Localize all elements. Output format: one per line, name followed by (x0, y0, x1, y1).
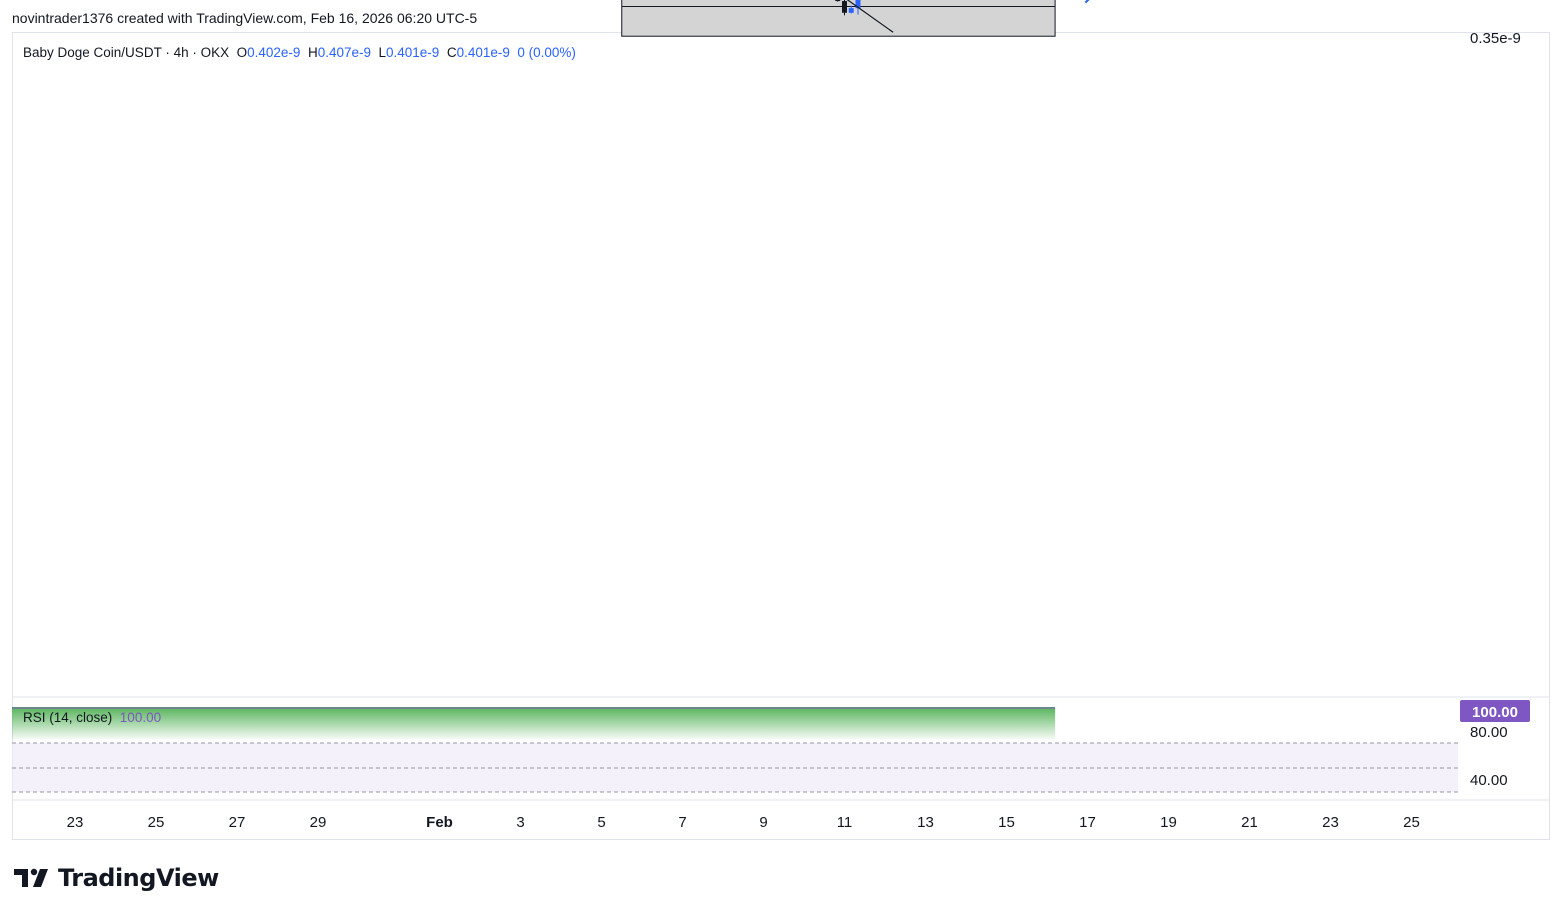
tradingview-logo-text: TradingView (58, 864, 219, 892)
attribution-header: novintrader1376 created with TradingView… (12, 10, 478, 26)
rsi-value-badge-label: 100.00 (1472, 704, 1518, 721)
change-value: 0 (0.00%) (517, 45, 576, 60)
low-value: 0.401e-9 (386, 45, 440, 60)
time-axis-label: 17 (1079, 814, 1096, 831)
close-label: C (446, 45, 457, 60)
high-value: 0.407e-9 (317, 45, 371, 60)
time-axis-label: 15 (998, 814, 1015, 831)
time-axis-label: 23 (67, 814, 84, 831)
close-value: 0.401e-9 (456, 45, 510, 60)
rsi-value-badge (1460, 700, 1530, 722)
rsi-level-label: 40.00 (1470, 772, 1508, 789)
time-axis-label: 23 (1322, 814, 1339, 831)
time-axis-label: 7 (678, 814, 686, 831)
time-axis-label: 5 (597, 814, 605, 831)
open-label: O (236, 45, 248, 60)
candle-down (842, 1, 847, 13)
low-label: L (378, 45, 387, 60)
time-axis-label: 21 (1241, 814, 1258, 831)
time-axis-label: 13 (917, 814, 934, 831)
time-axis-label: 25 (1403, 814, 1420, 831)
time-axis-label: 29 (310, 814, 327, 831)
rsi-overbought-fill (12, 707, 1056, 741)
tradingview-logo-icon (14, 868, 48, 887)
time-axis-label: 19 (1160, 814, 1177, 831)
support-zone (621, 0, 1056, 37)
rsi-legend[interactable]: RSI (14, close) 100.00 (23, 710, 161, 725)
minor-trendline (846, 0, 894, 33)
tradingview-logo[interactable]: TradingView (14, 864, 219, 892)
symbol-name: Baby Doge Coin/USDT · 4h · OKX (23, 45, 230, 60)
time-axis-label: 25 (148, 814, 165, 831)
high-label: H (307, 45, 318, 60)
rsi-value: 100.00 (119, 710, 162, 725)
price-axis-label: 0.35e-9 (1470, 30, 1521, 47)
rsi-label: RSI (14, close) (23, 710, 113, 725)
time-axis-label: 9 (759, 814, 767, 831)
candle-up (848, 8, 854, 13)
open-value: 0.402e-9 (247, 45, 301, 60)
price-callout-3[interactable]: 0.368e-9 (1084, 0, 1195, 4)
candle-down (835, 0, 841, 2)
callout-pointer (1084, 0, 1090, 4)
time-axis-label: 3 (516, 814, 524, 831)
symbol-legend[interactable]: Baby Doge Coin/USDT · 4h · OKX O0.402e-9… (23, 45, 576, 60)
candle-up (855, 0, 861, 9)
time-axis-label: 11 (837, 814, 853, 831)
time-axis-label: 27 (229, 814, 246, 831)
rsi-level-label: 80.00 (1470, 724, 1508, 741)
time-axis-label: Feb (426, 814, 453, 831)
